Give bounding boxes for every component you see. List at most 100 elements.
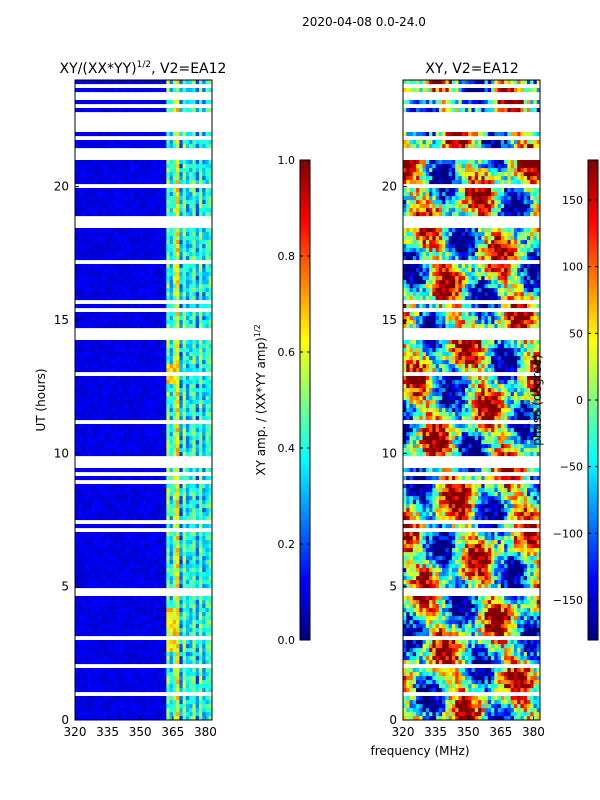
heatmap-cell [140,516,144,521]
heatmap-cell [101,576,105,581]
heatmap-cell [153,188,157,193]
heatmap-cell [189,388,193,393]
heatmap-cell [104,600,109,605]
heatmap-cell [163,412,167,417]
heatmap-cell [114,296,118,301]
heatmap-cell [172,416,177,421]
heatmap-cell [127,160,131,165]
heatmap-cell [169,248,174,253]
heatmap-cell [189,160,193,165]
heatmap-cell [140,344,144,349]
heatmap-cell [153,584,157,589]
heatmap-cell [166,160,170,165]
heatmap-cell [176,676,180,681]
heatmap-cell [133,672,138,677]
heatmap-cell [205,616,210,621]
heatmap-cell [198,360,203,365]
heatmap-cell [104,340,109,345]
heatmap-cell [169,192,174,197]
heatmap-cell [107,196,112,201]
heatmap-cell [91,140,95,145]
heatmap-cell [110,608,115,613]
heatmap-cell [136,448,141,453]
heatmap-cell [107,544,112,549]
heatmap-cell [127,568,131,573]
heatmap-cell [195,292,200,297]
heatmap-cell [140,704,144,709]
heatmap-cell [120,696,125,701]
heatmap-cell [110,352,115,357]
amplitude-heatmap [75,80,213,721]
heatmap-cell [166,556,170,561]
heatmap-cell [136,248,141,253]
heatmap-cell [136,304,141,309]
heatmap-cell [123,400,128,405]
heatmap-cell [101,244,105,249]
heatmap-cell [202,256,206,261]
heatmap-cell [127,172,131,177]
heatmap-cell [189,696,193,701]
heatmap-cell [140,436,144,441]
heatmap-cell [156,580,161,585]
heatmap-cell [114,660,118,665]
heatmap-cell [182,132,187,137]
heatmap-cell [101,204,105,209]
heatmap-cell [159,500,164,505]
heatmap-cell [172,628,177,633]
heatmap-cell [117,640,122,645]
heatmap-cell [202,492,206,497]
heatmap-cell [208,532,213,537]
heatmap-cell [75,712,79,717]
heatmap-cell [130,380,135,385]
heatmap-cell [81,676,86,681]
heatmap-cell [114,144,118,149]
heatmap-cell [123,384,128,389]
heatmap-cell [136,388,141,393]
heatmap-cell [176,168,180,173]
heatmap-cell [75,552,79,557]
heatmap-cell [163,648,167,653]
heatmap-cell [185,568,190,573]
heatmap-cell [146,608,151,613]
heatmap-cell [136,252,141,257]
heatmap-cell [104,352,109,357]
heatmap-cell [195,312,200,317]
heatmap-cell [88,168,92,173]
heatmap-cell [91,160,95,165]
heatmap-cell [110,132,115,137]
heatmap-cell [78,660,82,665]
heatmap-cell [172,668,177,673]
heatmap-cell [169,288,174,293]
heatmap-cell [150,584,154,589]
heatmap-cell [169,176,174,181]
heatmap-cell [117,552,122,557]
heatmap-cell [97,644,102,649]
heatmap-cell [192,628,197,633]
heatmap-cell [150,268,154,273]
heatmap-cell [123,492,128,497]
heatmap-cell [150,424,154,429]
heatmap-cell [192,344,197,349]
heatmap-cell [78,344,82,349]
heatmap-cell [189,468,193,473]
heatmap-cell [133,236,138,241]
heatmap-cell [143,432,148,437]
heatmap-cell [127,240,131,245]
heatmap-cell [140,380,144,385]
heatmap-cell [166,256,170,261]
heatmap-cell [101,672,105,677]
heatmap-cell [146,508,151,513]
heatmap-cell [172,140,177,145]
heatmap-cell [101,404,105,409]
heatmap-cell [91,540,95,545]
heatmap-cell [150,620,154,625]
heatmap-cell [185,488,190,493]
heatmap-cell [81,276,86,281]
heatmap-cell [182,624,187,629]
heatmap-cell [127,708,131,713]
heatmap-cell [176,516,180,521]
heatmap-cell [198,540,203,545]
heatmap-cell [159,568,164,573]
heatmap-cell [179,140,184,145]
heatmap-cell [117,192,122,197]
